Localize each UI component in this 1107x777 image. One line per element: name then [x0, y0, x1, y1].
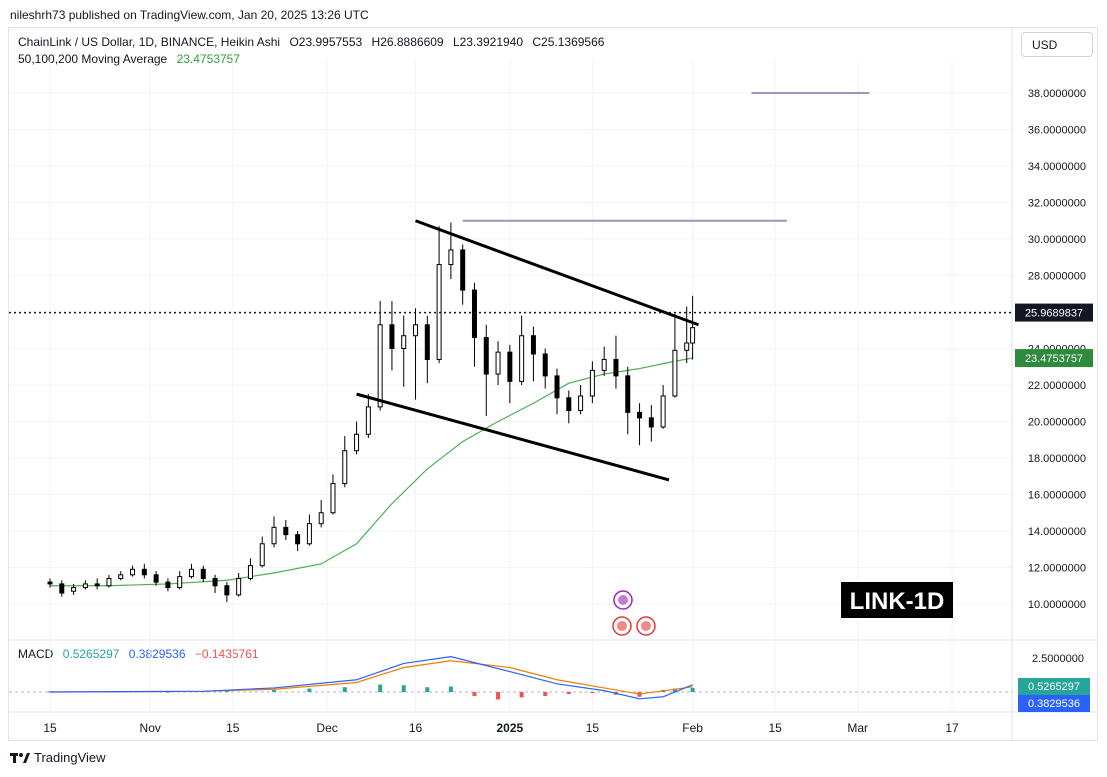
- footer-branding: TradingView: [10, 750, 106, 765]
- histogram-value: −0.1435761: [194, 647, 259, 661]
- macd-legend: MACD 0.5265297 0.3829536 −0.1435761: [18, 647, 259, 661]
- ohlc-open: O23.9957553: [289, 35, 363, 49]
- tradingview-logo-icon: [10, 752, 30, 763]
- ohlc-low: L23.3921940: [452, 35, 524, 49]
- symbol-legend: ChainLink / US Dollar, 1D, BINANCE, Heik…: [18, 35, 604, 49]
- macd-value: 0.5265297: [62, 647, 120, 661]
- ohlc-high: H26.8886609: [371, 35, 444, 49]
- ohlc-close: C25.1369566: [532, 35, 605, 49]
- signal-value: 0.3829536: [128, 647, 186, 661]
- ma-legend: 50,100,200 Moving Average 23.4753757: [18, 52, 240, 66]
- ma-label[interactable]: 50,100,200 Moving Average: [18, 52, 168, 66]
- currency-button[interactable]: USD: [1021, 32, 1093, 57]
- footer-brand: TradingView: [34, 750, 106, 765]
- chart-frame: [8, 27, 1098, 741]
- ma-value: 23.4753757: [176, 52, 240, 66]
- macd-label[interactable]: MACD: [18, 647, 54, 661]
- symbol-label[interactable]: ChainLink / US Dollar, 1D, BINANCE, Heik…: [18, 35, 281, 49]
- publisher-caption: nileshrh73 published on TradingView.com,…: [10, 8, 369, 22]
